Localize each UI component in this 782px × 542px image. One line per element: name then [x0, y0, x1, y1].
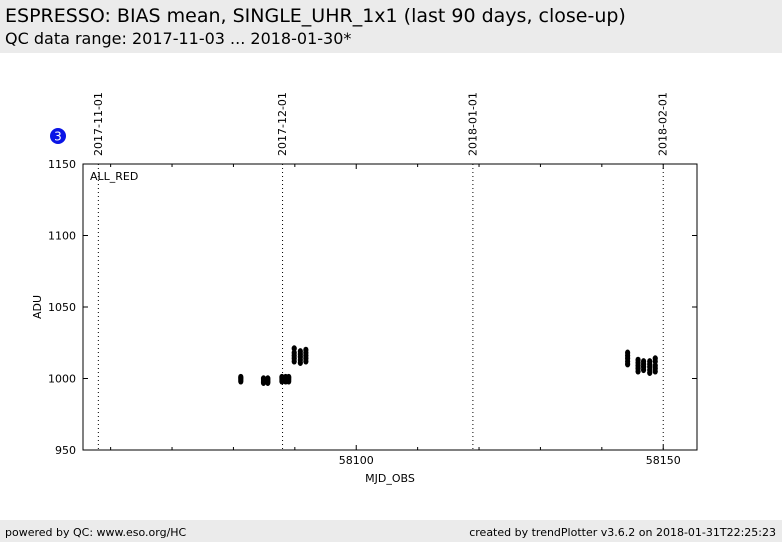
plot-frame: [82, 163, 698, 451]
data-range-subtitle: QC data range: 2017-11-03 ... 2018-01-30…: [5, 29, 352, 48]
count-badge-label: 3: [54, 130, 62, 144]
data-point: [635, 356, 641, 364]
data-point: [625, 349, 631, 356]
date-marker-label: 2018-01-01: [466, 92, 479, 156]
data-point: [265, 375, 271, 382]
data-point: [647, 358, 653, 365]
created-by-text: created by trendPlotter v3.6.2 on 2018-0…: [469, 526, 776, 539]
data-point: [640, 358, 647, 365]
y-tick-label: 1150: [48, 158, 76, 171]
powered-by-text: powered by QC: www.eso.org/HC: [5, 526, 187, 539]
data-point: [297, 348, 303, 355]
y-tick-label: 1000: [48, 373, 76, 386]
x-tick-label: 58100: [339, 454, 374, 467]
page-title: ESPRESSO: BIAS mean, SINGLE_UHR_1x1 (las…: [5, 5, 626, 27]
header-bar: ESPRESSO: BIAS mean, SINGLE_UHR_1x1 (las…: [0, 0, 782, 53]
count-badge: [50, 128, 66, 144]
footer-bar: powered by QC: www.eso.org/HC created by…: [0, 520, 782, 542]
x-tick-label: 58150: [646, 454, 681, 467]
y-tick-label: 1100: [48, 230, 76, 243]
data-point: [238, 373, 244, 381]
y-axis-label: ADU: [31, 295, 44, 319]
data-point: [291, 345, 297, 352]
panel-label: ALL_RED: [90, 170, 138, 183]
data-point: [652, 355, 658, 362]
data-point: [303, 346, 309, 354]
date-marker-label: 2017-11-01: [92, 92, 105, 156]
date-marker-label: 2017-12-01: [276, 92, 289, 156]
y-tick-label: 950: [55, 444, 76, 457]
date-marker-label: 2018-02-01: [657, 92, 670, 156]
data-point: [260, 375, 267, 382]
y-tick-label: 1050: [48, 301, 76, 314]
trend-chart: 2017-11-01 2017-12-01 2018-01-01 2018-02-01…: [31, 92, 698, 485]
data-point: [286, 373, 292, 381]
x-axis-label: MJD_OBS: [365, 472, 415, 485]
